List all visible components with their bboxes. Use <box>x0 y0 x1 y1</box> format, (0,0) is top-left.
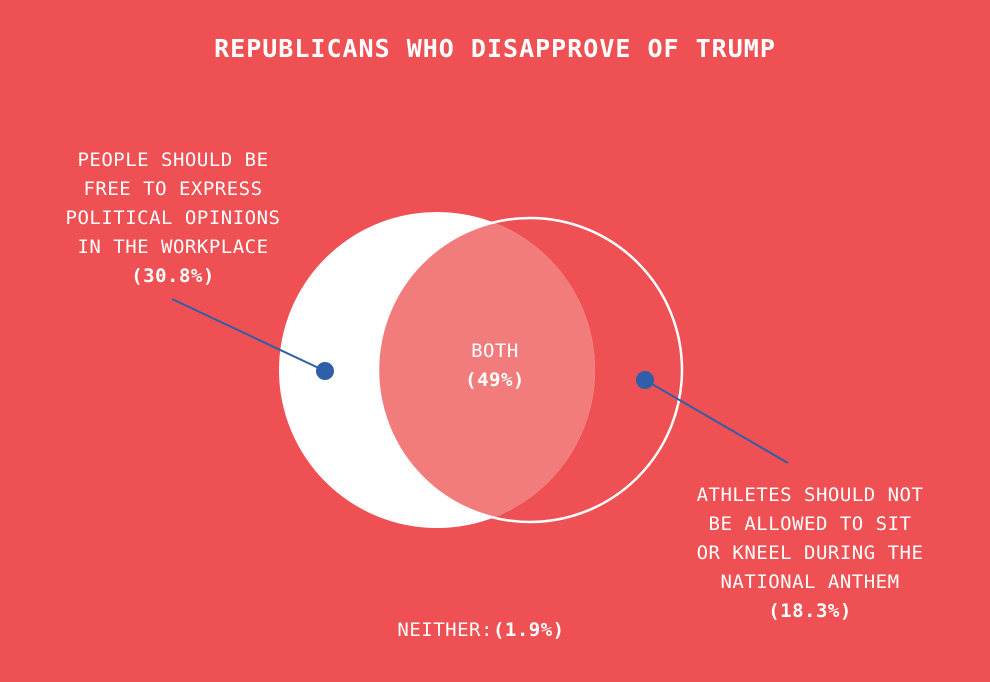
right-label-line-1: ATHLETES SHOULD NOT <box>696 484 924 506</box>
right-label-line-3: OR KNEEL DURING THE <box>696 542 924 564</box>
left-set-label: PEOPLE SHOULD BE FREE TO EXPRESS POLITIC… <box>28 146 318 291</box>
left-label-line-3: POLITICAL OPINIONS <box>65 207 281 229</box>
right-set-value: (18.3%) <box>768 600 852 622</box>
both-value: (49%) <box>465 369 525 391</box>
left-label-line-2: FREE TO EXPRESS <box>83 178 263 200</box>
right-label-line-2: BE ALLOWED TO SIT <box>708 513 912 535</box>
right-set-circle <box>376 216 684 524</box>
right-leader-line <box>644 379 789 464</box>
left-label-line-4: IN THE WORKPLACE <box>77 236 269 258</box>
left-set-value: (30.8%) <box>131 265 215 287</box>
both-label-text: BOTH <box>471 340 519 362</box>
left-label-line-1: PEOPLE SHOULD BE <box>77 149 269 171</box>
right-label-line-4: NATIONAL ANTHEM <box>720 571 900 593</box>
overlap-region <box>378 218 595 522</box>
left-leader-dot <box>316 362 334 380</box>
left-leader-line <box>171 298 326 372</box>
right-set-label: ATHLETES SHOULD NOT BE ALLOWED TO SIT OR… <box>660 481 960 626</box>
right-leader-dot <box>636 371 654 389</box>
both-label: BOTH (49%) <box>420 337 570 395</box>
neither-value: (1.9%) <box>492 619 565 641</box>
chart-title: REPUBLICANS WHO DISAPPROVE OF TRUMP <box>214 34 776 63</box>
neither-label-text: NEITHER: <box>397 619 493 641</box>
neither-label: NEITHER:(1.9%) <box>0 619 962 641</box>
